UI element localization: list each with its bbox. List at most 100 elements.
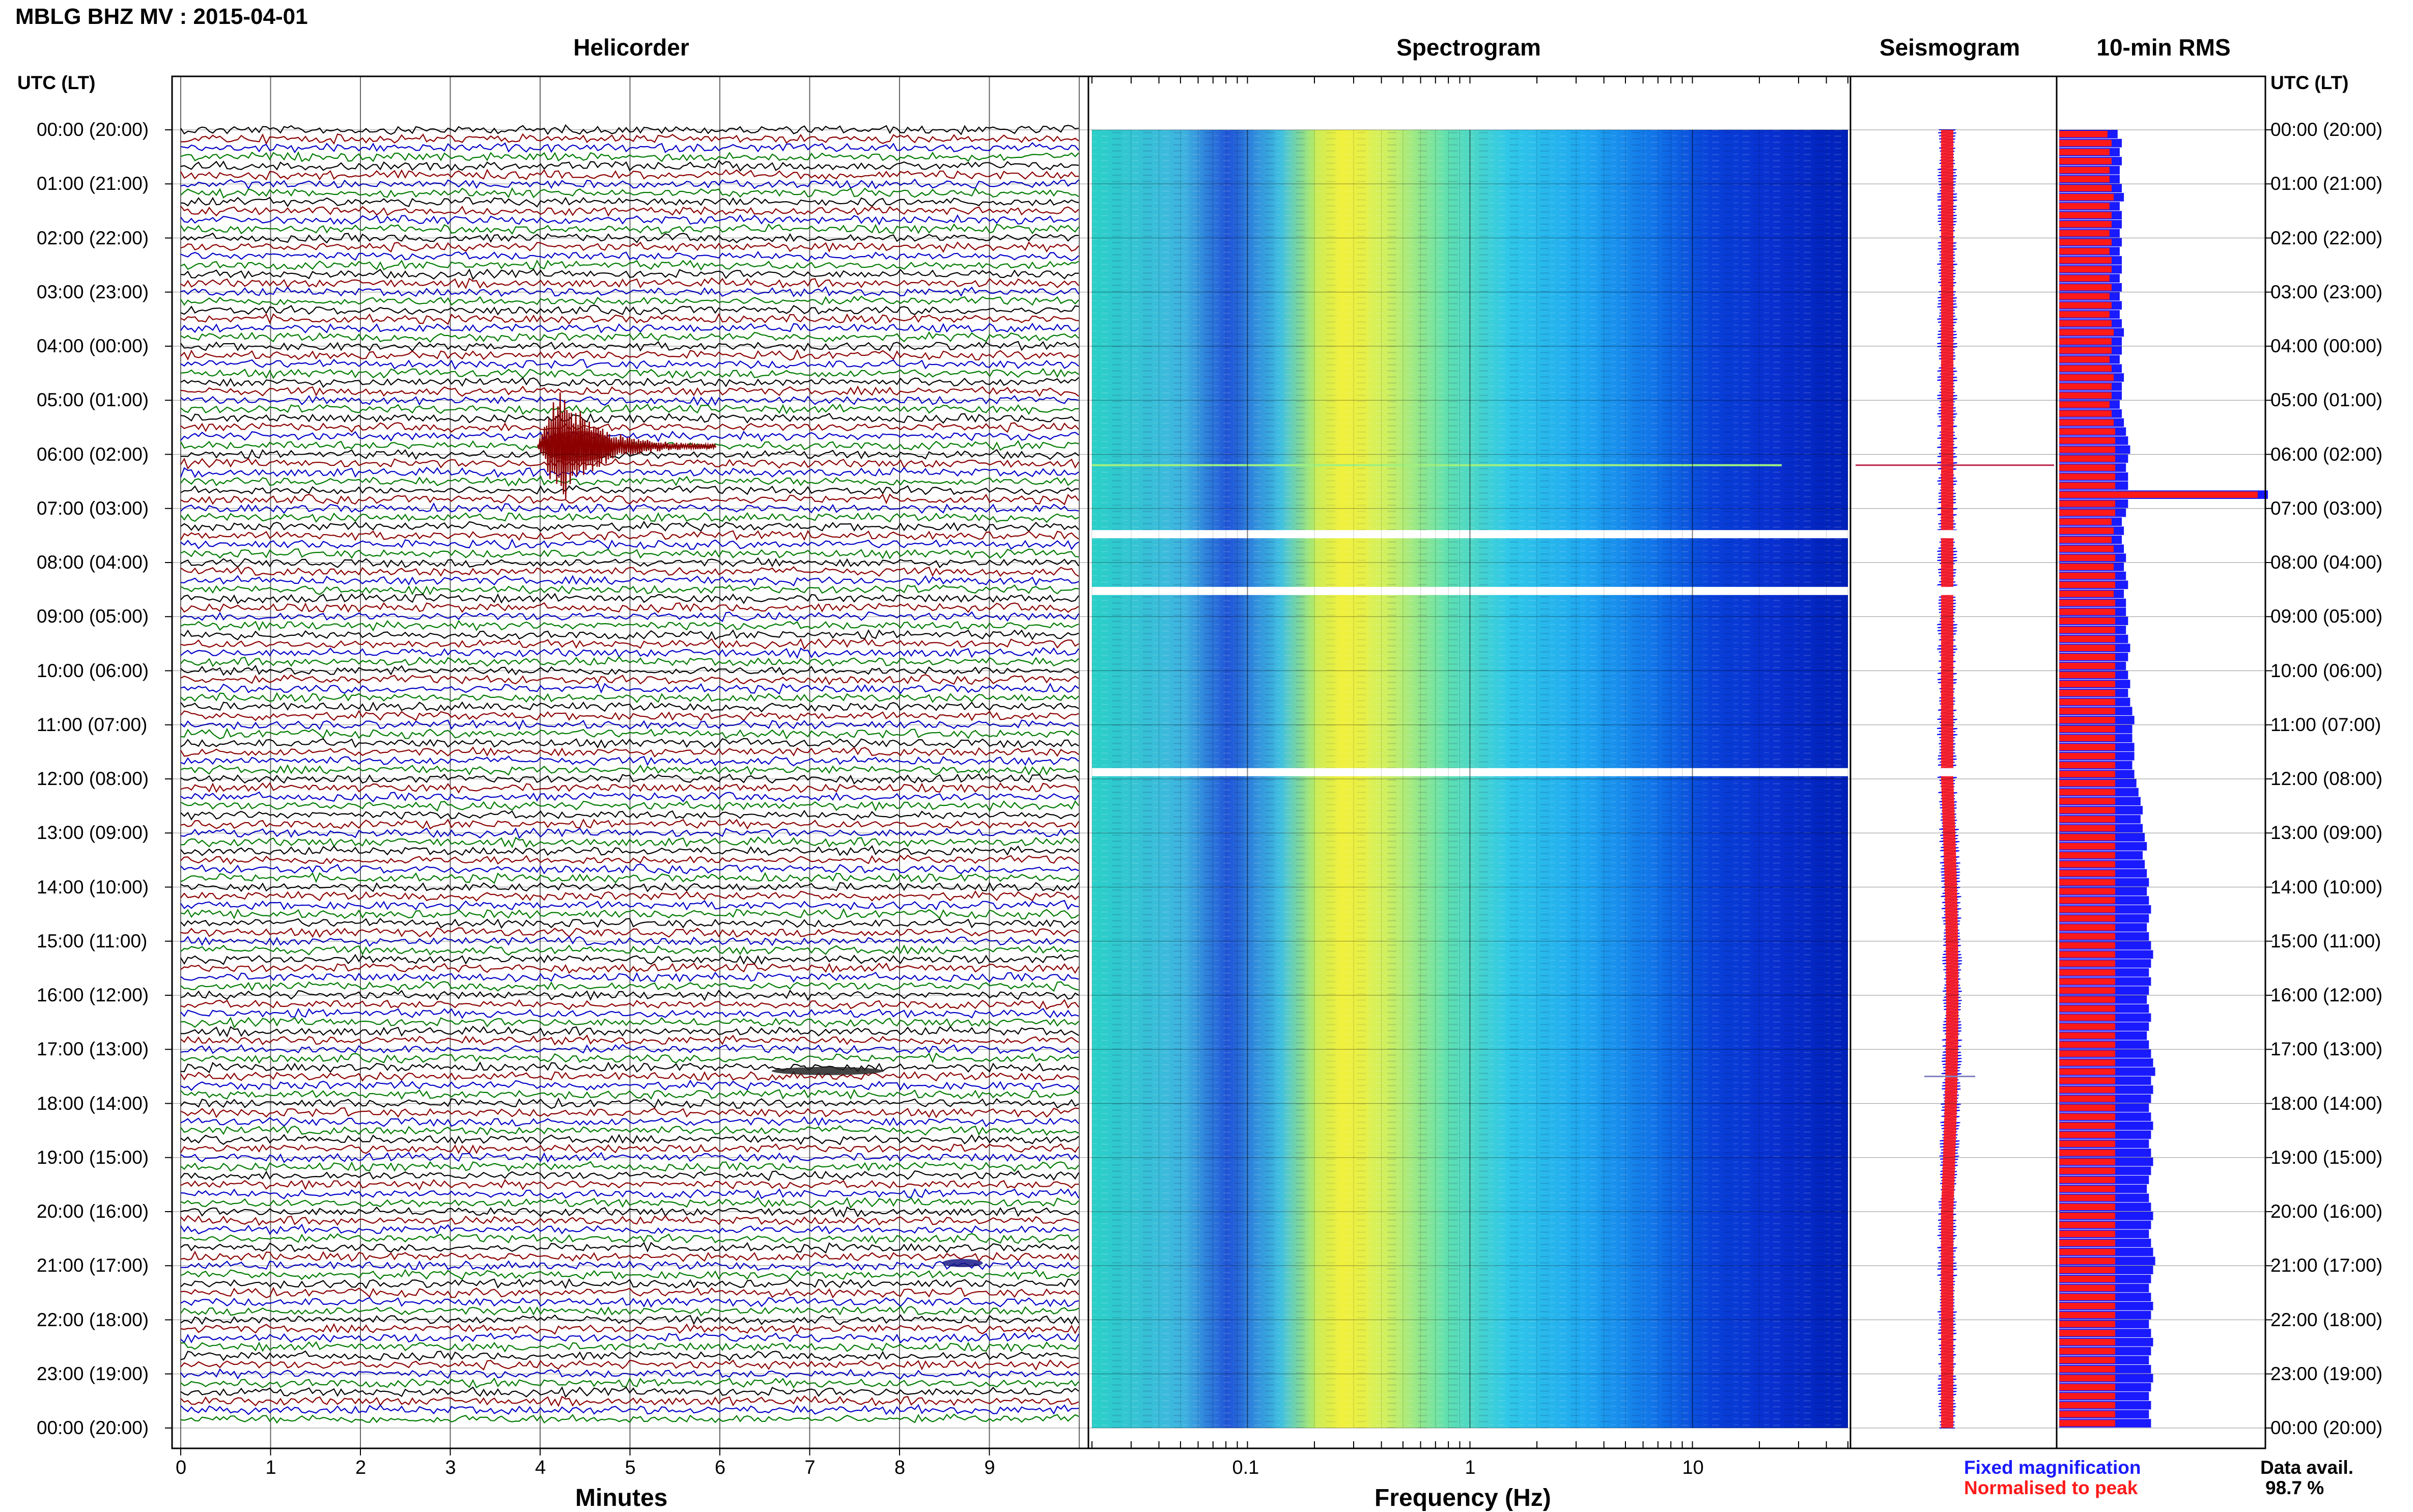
time-label-left: 09:00 (05:00) xyxy=(37,606,149,627)
rms-normalised-bar xyxy=(2059,536,2112,543)
spectrogram-tick-label: 10 xyxy=(1682,1457,1704,1478)
rms-normalised-bar xyxy=(2059,1185,2115,1192)
time-label-right: 15:00 (11:00) xyxy=(2270,930,2381,951)
rms-normalised-bar xyxy=(2059,383,2112,390)
rms-normalised-bar xyxy=(2059,1167,2115,1174)
time-label-left: 19:00 (15:00) xyxy=(37,1146,149,1168)
rms-normalised-bar xyxy=(2059,491,2258,498)
helicorder-trace-row xyxy=(180,1350,1079,1362)
time-label-left: 01:00 (21:00) xyxy=(37,173,149,194)
helicorder-trace-row xyxy=(180,197,1079,208)
helicorder-trace-row xyxy=(180,1116,1079,1128)
rms-normalised-bar xyxy=(2059,347,2112,354)
helicorder-trace-row xyxy=(180,1071,1079,1082)
rms-normalised-bar xyxy=(2059,203,2110,210)
helicorder-trace-row xyxy=(180,764,1079,776)
time-label-left: 05:00 (01:00) xyxy=(37,389,149,411)
rms-normalised-bar xyxy=(2059,1402,2115,1409)
time-label-right: 11:00 (07:00) xyxy=(2270,714,2381,735)
helicorder-trace-row xyxy=(180,241,1079,253)
helicorder-trace-row xyxy=(180,1061,1079,1074)
helicorder-trace-row xyxy=(180,818,1079,830)
helicorder-trace-row xyxy=(180,1332,1079,1344)
rms-normalised-bar xyxy=(2059,744,2115,750)
rms-normalised-bar xyxy=(2059,752,2115,760)
helicorder-trace-row xyxy=(180,692,1079,704)
helicorder-trace-row xyxy=(180,962,1079,974)
rms-normalised-bar xyxy=(2059,708,2115,715)
time-label-right: 10:00 (06:00) xyxy=(2270,660,2383,681)
rms-normalised-bar xyxy=(2059,1338,2115,1346)
helicorder-trace-row xyxy=(180,1368,1079,1380)
rms-normalised-bar xyxy=(2059,1203,2115,1210)
rms-normalised-bar xyxy=(2059,329,2114,336)
panel-title-seismogram: Seismogram xyxy=(1879,34,2021,61)
helicorder-trace-row xyxy=(180,1323,1079,1335)
rms-normalised-bar xyxy=(2059,879,2115,886)
rms-normalised-bar xyxy=(2059,978,2115,985)
rms-normalised-bar xyxy=(2059,888,2115,895)
helicorder-trace-row xyxy=(180,341,1079,352)
rms-normalised-bar xyxy=(2059,789,2115,796)
helicorder-trace-row xyxy=(180,638,1079,650)
seismogram-normalised-trace xyxy=(1941,130,1958,1428)
helicorder-trace-row xyxy=(180,1286,1079,1299)
rms-normalised-bar xyxy=(2059,401,2110,408)
rms-normalised-bar xyxy=(2059,780,2115,787)
rms-normalised-bar xyxy=(2059,518,2112,525)
rms-normalised-bar xyxy=(2059,139,2112,147)
rms-normalised-bar xyxy=(2059,906,2115,913)
legend-fixed-magnification: Fixed magnification xyxy=(1964,1457,2141,1478)
helicorder-trace-row xyxy=(180,593,1079,604)
helicorder-trace-row xyxy=(180,1314,1079,1326)
helicorder-trace-row xyxy=(180,529,1079,541)
rms-normalised-bar xyxy=(2059,924,2115,931)
spectrogram-tick-label: 0.1 xyxy=(1232,1457,1259,1478)
helicorder-trace-row xyxy=(180,286,1079,297)
helicorder-trace-row xyxy=(180,682,1079,695)
rms-normalised-bar xyxy=(2059,717,2115,723)
helicorder-trace-row xyxy=(180,331,1079,343)
helicorder-tick-label: 7 xyxy=(804,1457,816,1478)
helicorder-trace-row xyxy=(180,800,1079,812)
rms-normalised-bar xyxy=(2059,212,2112,219)
rms-panel xyxy=(2059,130,2268,1427)
helicorder-trace-row xyxy=(180,1395,1079,1407)
helicorder-trace-row xyxy=(180,1079,1079,1091)
rms-normalised-bar xyxy=(2059,816,2115,823)
helicorder-trace-row xyxy=(180,674,1079,685)
helicorder-trace-row xyxy=(180,1386,1079,1398)
utc-label-left: UTC (LT) xyxy=(17,72,96,93)
helicorder-trace-row xyxy=(180,900,1079,911)
helicorder-trace-row xyxy=(180,223,1079,235)
rms-normalised-bar xyxy=(2059,500,2115,507)
rms-normalised-bar xyxy=(2059,1023,2115,1030)
time-label-right: 19:00 (15:00) xyxy=(2270,1146,2383,1168)
helicorder-trace-row xyxy=(180,701,1079,713)
rms-normalised-bar xyxy=(2059,428,2115,435)
time-label-right: 05:00 (01:00) xyxy=(2270,389,2383,411)
helicorder-trace-row xyxy=(180,602,1079,613)
rms-normalised-bar xyxy=(2059,1284,2115,1292)
helicorder-trace-row xyxy=(180,854,1079,865)
time-label-left: 00:00 (20:00) xyxy=(37,119,149,140)
helicorder-event-2 xyxy=(942,1258,983,1267)
helicorder-trace-row xyxy=(180,882,1079,892)
spectrogram-panel xyxy=(1091,76,1848,1448)
helicorder-trace-row xyxy=(180,908,1079,920)
helicorder-trace-row xyxy=(180,422,1079,433)
helicorder-trace-row xyxy=(180,755,1079,767)
rms-normalised-bar xyxy=(2059,608,2115,615)
rms-normalised-bar xyxy=(2059,852,2115,859)
helicorder-trace-row xyxy=(180,1233,1079,1244)
time-label-right: 02:00 (22:00) xyxy=(2270,227,2383,248)
helicorder-trace-row xyxy=(180,710,1079,721)
rms-normalised-bar xyxy=(2059,1194,2115,1201)
helicorder-trace-row xyxy=(180,124,1079,135)
rms-normalised-bar xyxy=(2059,1311,2115,1319)
time-label-right: 16:00 (12:00) xyxy=(2270,985,2383,1005)
time-label-left: 13:00 (09:00) xyxy=(37,822,149,844)
helicorder-trace-row xyxy=(180,1097,1079,1109)
time-label-right: 12:00 (08:00) xyxy=(2270,768,2383,789)
rms-normalised-bar xyxy=(2059,266,2112,273)
